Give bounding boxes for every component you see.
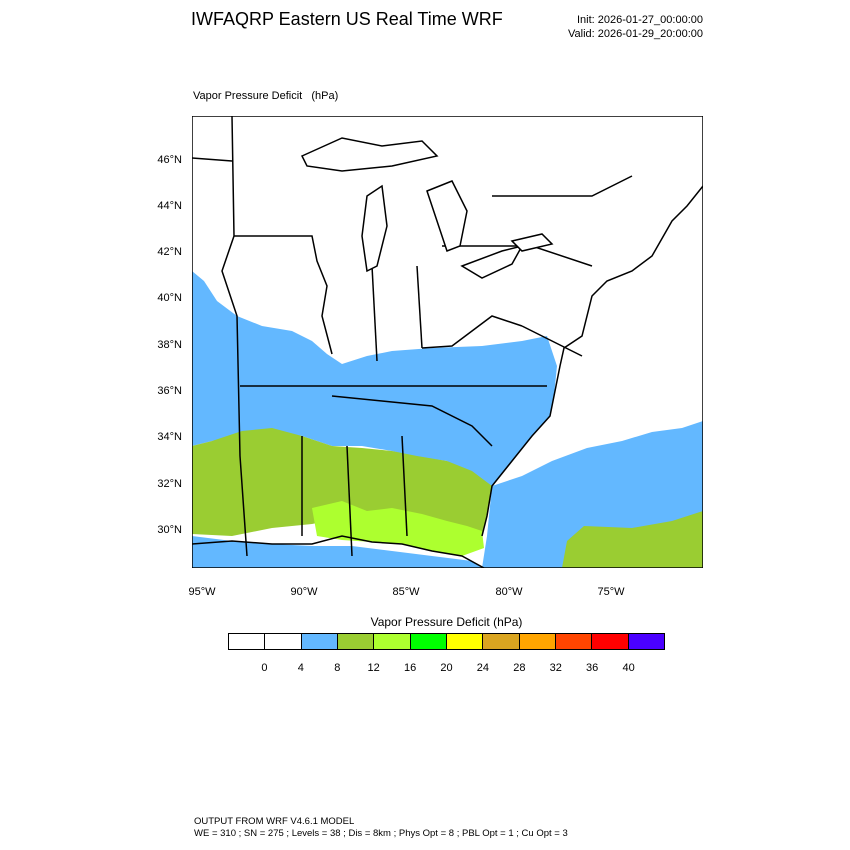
- lat-label-42: 42°N: [157, 246, 182, 258]
- colorbar-label: 36: [586, 662, 599, 674]
- lat-label-30: 30°N: [157, 524, 182, 536]
- valid-time: Valid: 2026-01-29_20:00:00: [568, 28, 703, 40]
- land-vpd-12-16: [312, 501, 484, 556]
- state-boundaries: [192, 116, 633, 557]
- colorbar-box: [265, 634, 302, 649]
- colorbar-box: [483, 634, 520, 649]
- lat-label-44: 44°N: [157, 200, 182, 212]
- colorbar-label: 24: [476, 662, 490, 674]
- lon-label-95: 95°W: [188, 586, 216, 598]
- colorbar-box: [592, 634, 629, 649]
- coastline: [192, 185, 703, 568]
- colorbar-box: [229, 634, 266, 649]
- ocean-vpd-8-12: [562, 511, 703, 568]
- colorbar-box: [337, 634, 375, 649]
- colorbar-label: 8: [334, 662, 341, 674]
- lat-label-40: 40°N: [157, 292, 182, 304]
- colorbar-title: Vapor Pressure Deficit (hPa): [370, 615, 523, 629]
- run-info: Init: 2026-01-27_00:00:00 Valid: 2026-01…: [568, 13, 703, 41]
- lat-label-34: 34°N: [157, 431, 182, 443]
- init-time: Init: 2026-01-27_00:00:00: [577, 14, 703, 26]
- model-footer: OUTPUT FROM WRF V4.6.1 MODEL WE = 310 ; …: [194, 816, 568, 840]
- colorbar-label: 16: [403, 662, 417, 674]
- colorbar-label: 32: [549, 662, 562, 674]
- colorbar-label: 28: [513, 662, 526, 674]
- footer-line-1: OUTPUT FROM WRF V4.6.1 MODEL: [194, 816, 355, 827]
- colorbar-box: [446, 634, 484, 649]
- great-lakes: [300, 137, 554, 279]
- land-vpd-8-12: [192, 428, 492, 536]
- lon-label-90: 90°W: [290, 586, 318, 598]
- colorbar-label: 12: [367, 662, 380, 674]
- colorbar-label: 4: [297, 662, 304, 674]
- colorbar-box: [301, 634, 338, 649]
- lat-label-46: 46°N: [157, 154, 182, 166]
- colorbar-box: [410, 634, 447, 649]
- lat-label-38: 38°N: [157, 339, 182, 351]
- lon-label-80: 80°W: [495, 586, 523, 598]
- footer-line-2: WE = 310 ; SN = 275 ; Levels = 38 ; Dis …: [194, 828, 568, 839]
- lat-label-32: 32°N: [157, 478, 182, 490]
- map-svg: [191, 115, 704, 569]
- lon-label-75: 75°W: [597, 586, 625, 598]
- lat-label-36: 36°N: [157, 385, 182, 397]
- lon-label-85: 85°W: [392, 586, 420, 598]
- colorbar-label: 0: [261, 662, 268, 674]
- map-panel: [191, 115, 704, 569]
- colorbar: [228, 633, 665, 650]
- plot-title: IWFAQRP Eastern US Real Time WRF: [191, 9, 503, 29]
- colorbar-label: 20: [440, 662, 453, 674]
- colorbar-box: [519, 634, 556, 649]
- field-label: Vapor Pressure Deficit (hPa): [193, 90, 339, 102]
- colorbar-box: [374, 634, 411, 649]
- colorbar-box: [628, 634, 664, 649]
- colorbar-label: 40: [622, 662, 635, 674]
- colorbar-box: [555, 634, 593, 649]
